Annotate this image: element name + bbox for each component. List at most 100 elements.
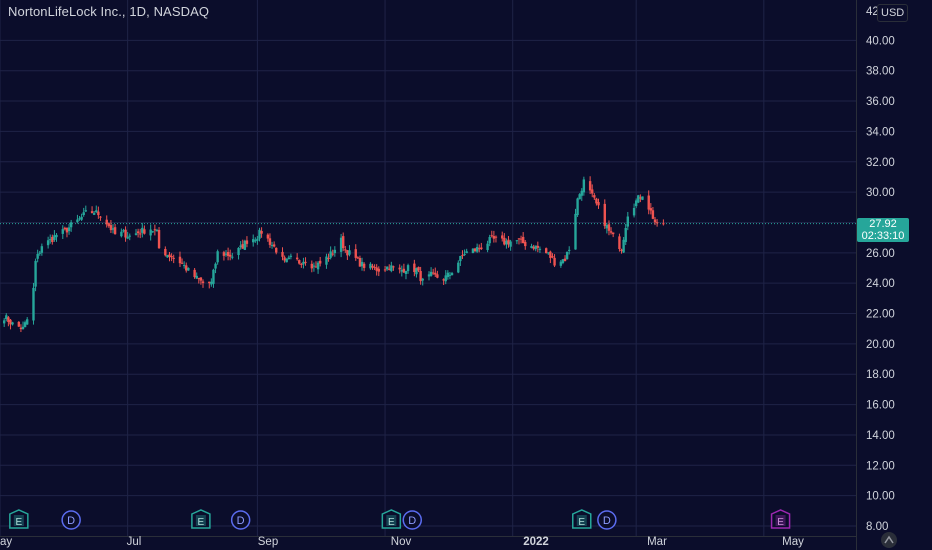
earnings-marker[interactable]: E [381,509,402,529]
candle [17,321,21,328]
candle [563,255,567,262]
candle-body [429,271,433,276]
candle [521,232,525,244]
candle-body [354,249,357,258]
candle [216,249,219,265]
scroll-to-realtime[interactable] [881,532,897,548]
candle [421,277,424,286]
candle [172,254,175,264]
dividend-marker-circle [402,510,423,530]
time-tick-label: 2022 [523,536,549,548]
candle-body [597,202,600,206]
candle [427,271,431,281]
candle [457,260,460,274]
candle [406,263,410,274]
candle-body [298,260,301,264]
earnings-marker[interactable]: E [9,509,29,529]
candle [281,247,284,261]
candle-body [346,250,349,256]
candle-body [11,322,14,325]
candle-body [413,263,416,273]
candle-body [563,258,567,262]
candle [622,237,625,254]
candle [568,246,571,255]
candle-body [214,263,217,269]
candle-body [195,275,198,279]
candle [444,270,447,285]
candle-body [480,247,483,250]
candle [362,262,366,272]
earnings-marker[interactable]: E [572,509,592,529]
dividend-marker[interactable]: D [597,510,617,530]
price-tick-label: 42 [866,6,879,18]
candle-body [228,254,232,257]
candle [578,193,581,200]
price-tick-label: 20.00 [866,339,895,351]
candle [109,219,113,234]
candle-body [99,216,102,218]
candle [358,255,362,267]
earnings-marker[interactable]: E [191,509,211,529]
candle [228,249,232,261]
candle [201,279,205,288]
candle-body [245,240,249,244]
dividend-marker[interactable]: D [402,510,423,530]
candle-body [270,245,274,247]
candle [385,266,389,271]
candle [647,190,650,215]
candle [182,261,186,269]
candle [356,256,360,260]
candle-body [164,248,167,256]
earnings-marker-shape [9,509,29,529]
candle-body [576,198,579,216]
candle [494,235,498,243]
candle-body [653,219,657,223]
price-tick-label: 10.00 [866,491,895,503]
candle-body [46,240,50,246]
earnings-marker[interactable]: E [770,509,791,529]
dividend-marker[interactable]: D [61,510,81,530]
candle-body [503,237,506,245]
candle-body [344,249,347,251]
candle [329,246,332,260]
candle-body [620,249,623,252]
scroll-to-realtime-button [881,532,897,548]
candle-body [515,240,519,242]
candle [208,281,211,289]
candle-body [358,257,362,267]
candle [258,227,261,242]
price-axis[interactable]: 8.00 10.00 12.00 14.00 16.00 18.00 20.00 22.00 2… [856,0,895,550]
price-tick-label: 30.00 [866,187,895,199]
candle-body [626,216,630,227]
candle-body [436,274,439,278]
candle [655,219,659,227]
time-axis[interactable]: ay Jul Sep Nov 2022 Mar May [0,536,856,548]
candle-body [431,272,435,274]
dividend-marker[interactable]: D [230,510,251,530]
last-price-value: 27.92 [869,218,897,230]
candle [434,267,437,277]
earnings-marker-shape [572,509,592,529]
candle-body [325,256,328,265]
candle-body [193,269,196,278]
candle [241,239,244,249]
candle-body [369,263,372,269]
candle [272,241,276,248]
currency-button[interactable]: USD [877,4,909,22]
candle-body [457,262,460,273]
candle-body [65,227,69,233]
earnings-marker-label: E [777,517,784,528]
candle [603,199,606,229]
candle [69,219,73,232]
candle [461,250,464,259]
chart-legend-title[interactable]: NortonLifeLock Inc., 1D, NASDAQ [8,4,210,19]
candle-body [222,252,226,256]
candle [166,254,169,258]
candle-body [427,274,431,277]
candle-body [651,210,655,219]
candle [302,257,305,269]
candle [266,233,270,242]
candle-body [415,268,418,275]
candle [588,176,592,195]
